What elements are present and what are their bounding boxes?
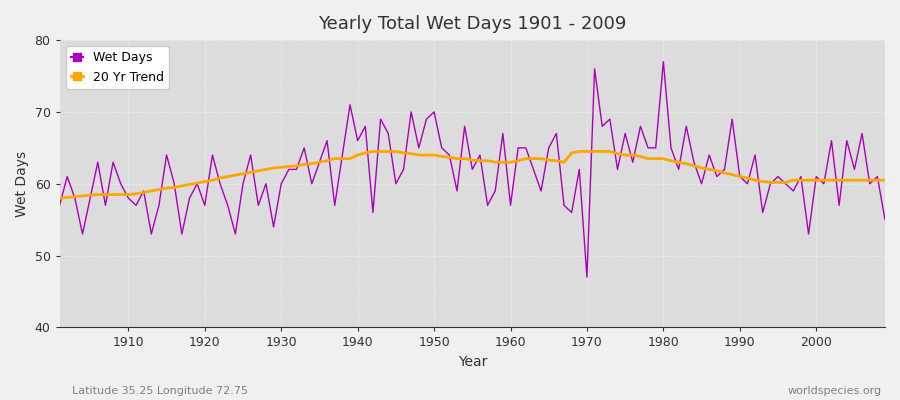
X-axis label: Year: Year bbox=[457, 355, 487, 369]
Legend: Wet Days, 20 Yr Trend: Wet Days, 20 Yr Trend bbox=[66, 46, 169, 89]
Text: worldspecies.org: worldspecies.org bbox=[788, 386, 882, 396]
Y-axis label: Wet Days: Wet Days bbox=[15, 151, 29, 217]
Title: Yearly Total Wet Days 1901 - 2009: Yearly Total Wet Days 1901 - 2009 bbox=[318, 15, 626, 33]
Text: Latitude 35.25 Longitude 72.75: Latitude 35.25 Longitude 72.75 bbox=[72, 386, 248, 396]
